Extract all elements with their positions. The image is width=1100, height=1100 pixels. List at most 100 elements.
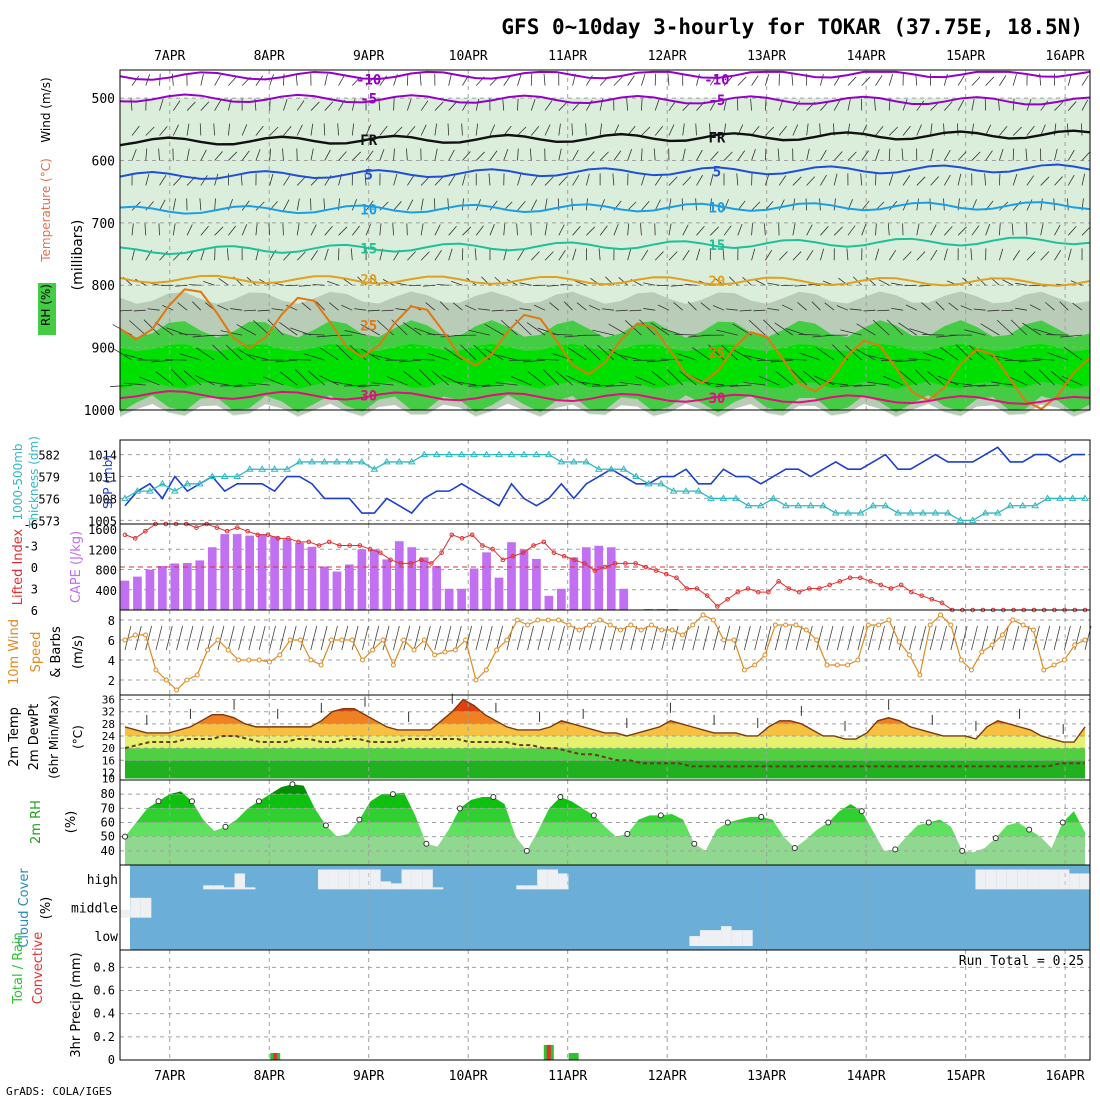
date-label-top: 7APR [154,49,185,64]
wind-speed-marker [927,622,933,628]
wind-speed-marker [184,677,190,683]
temp-contour [119,70,1091,81]
li-marker [357,543,363,548]
wind-barb [372,354,394,361]
thickness-marker [1031,501,1040,509]
wind-speed-marker [628,622,634,628]
cloud-cell [526,885,538,890]
wind-barb [585,173,590,186]
wind-speed-marker [545,617,551,623]
wind-barb [307,370,326,386]
wind-barb [1029,304,1041,311]
thickness-marker [981,509,990,516]
wind-barb-10m [547,625,555,651]
wind-barb [586,226,596,236]
wind-barb [519,308,532,311]
wind-barb [529,148,532,161]
slp-line [124,446,1086,515]
wind-barb [914,369,931,386]
wind-barb [1026,251,1036,261]
cloud-cell [547,869,559,890]
wind-barb [407,175,415,186]
wind-barb [877,309,890,312]
wind-label: Wind (m/s) [39,77,53,142]
wind-barb [1012,98,1015,111]
wind-barb [255,125,264,136]
cape-bar [557,588,566,610]
wind-speed-marker [328,637,334,643]
wind-barb [517,249,525,261]
wind-speed-marker [556,617,562,623]
wind-barb [1015,282,1027,286]
wind-barb [774,322,794,336]
li-marker [388,557,393,563]
wind-barb [1060,334,1083,338]
slp-frame [119,439,1091,525]
wind-barb [1040,124,1046,136]
cape-bar [569,557,579,610]
wind-barb [803,370,821,386]
wind-speed-marker [566,622,572,628]
wind-barb [863,309,876,312]
wind-barb [875,75,883,86]
cloud-cell [1006,869,1018,890]
thickness-marker [806,501,815,509]
wind-barb [177,302,188,311]
wind-barb [253,320,270,336]
wind-barb [806,249,814,261]
wind-barb [558,148,562,161]
wind-barb [820,248,825,261]
rh-marker [1059,819,1066,826]
wind-barb [968,345,986,361]
wind-barb [379,149,385,161]
wind-barb [172,223,176,236]
cape-bar [133,576,142,610]
wind-barb [544,100,553,111]
wind-barb [228,225,237,236]
wind-barb [172,124,179,136]
cloud-cell [432,887,444,890]
wind-barb [588,305,601,311]
wind-barb [608,348,628,361]
wind-barb [425,302,436,311]
wind-barb [790,369,807,386]
wind-barb [875,248,880,261]
wind-barb-10m [207,625,214,651]
li-marker [735,589,741,595]
wind-barb [888,73,894,86]
thickness-marker [894,509,902,516]
wind-barb [200,149,207,161]
wind-barb [878,279,890,286]
wind-barb [1081,75,1089,86]
thickness-marker [395,457,404,465]
li-marker [847,575,853,581]
wind-barb [794,284,807,287]
wind-barb [283,99,288,111]
li-marker [888,586,894,591]
wind-barb [194,374,215,386]
wind-barb-10m [155,625,163,651]
thickness-marker [283,465,291,472]
wind-barb [702,381,725,386]
temp-unit-label: (°C) [71,725,85,749]
wind-barb [1067,198,1069,211]
contour-label: -5 [708,93,725,109]
wind-barb [833,173,838,186]
thickness-marker [956,516,965,523]
li-marker [725,596,730,602]
thickness-marker [158,479,167,487]
li-marker [347,543,352,548]
precip-convective-bar [546,1044,551,1060]
wind-barb [226,248,229,261]
cloud-cell [359,869,371,890]
cloud-cell [244,887,256,890]
wind-barb-10m [599,625,607,651]
wind-barb [530,175,539,186]
wind-barb [651,371,670,386]
wind-barb [641,148,643,161]
li-marker [806,586,812,591]
li-ytick: 6 [31,604,38,618]
wind-barb [406,99,412,111]
wind-barb [241,124,248,136]
